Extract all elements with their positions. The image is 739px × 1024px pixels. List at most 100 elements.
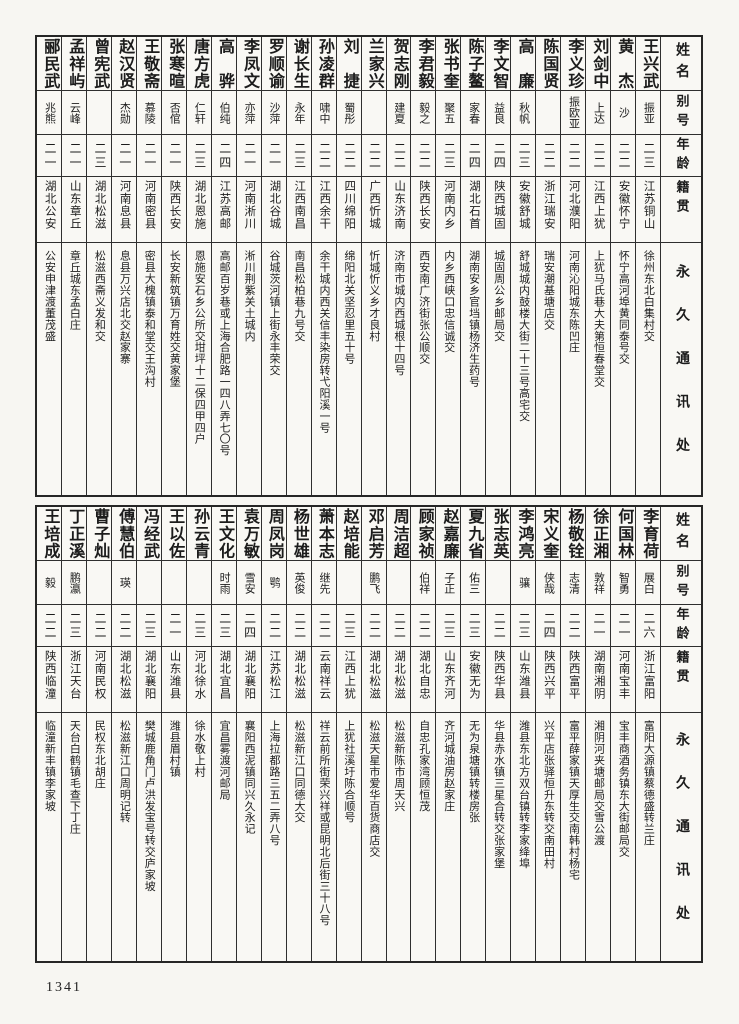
entry-address-cell: 富阳大源镇蔡德盛转兰庄 [636,713,660,961]
header-native-cell: 籍贯 [661,647,701,713]
entry-address: 天台白鹤镇毛查下丁庄 [68,720,81,835]
entry-address: 恩施安石乡公所交坩坪十二保四甲四户 [193,250,206,445]
entry-alias-cell [87,91,112,135]
entry-alias: 侠哉 [542,571,555,594]
entry-name: 李育荷 [640,507,658,560]
entry-column: 赵汉贤 杰勋 二一 河南息县 息县万兴店北交赵家寨 [111,37,136,495]
entry-address-cell: 河南沁阳城东陈凹庄 [561,243,585,495]
entry-name-cell: 李凤文 [236,37,261,91]
entry-age: 二一 [68,141,82,170]
entry-column: 杨世雄 英俊 二二 湖北松滋 松滋新江口同德大交 [285,507,311,961]
entry-name-cell: 邓启芳 [361,507,386,561]
entry-name-cell: 张寒暄 [161,37,186,91]
entry-name: 李君毅 [415,37,433,90]
entry-age: 二三 [517,141,532,170]
entry-alias: 伯祥 [417,571,430,594]
entry-age-cell: 二二 [311,605,336,647]
entry-age-cell: 二三 [286,135,311,177]
entry-alias: 振亚 [642,101,655,124]
entry-column: 张书奎 聚五 二三 河南内乡 内乡西峡口忠信诚交 [435,37,461,495]
entry-name: 唐方虎 [191,37,209,90]
entry-address: 民权东北胡庄 [93,720,106,789]
entry-age-cell: 二二 [286,605,311,647]
entry-address: 忻城忻义乡才良村 [367,250,380,342]
entry-name: 周洁超 [390,507,408,560]
entry-age: 二三 [641,141,656,170]
entry-native-cell: 陕西城固 [486,177,511,243]
entry-alias-cell: 雪安 [236,561,261,605]
entry-address: 宜昌雾渡河邮局 [218,720,231,801]
entry-native-place: 湖北襄阳 [243,650,256,700]
entry-name-cell: 杨敬铨 [561,507,586,561]
entry-name: 李文智 [490,37,508,90]
entry-address: 襄阳西泥镇同兴久永记 [243,720,256,835]
entry-name: 高 廉 [515,37,533,90]
entry-age: 二二 [392,611,407,640]
header-name-cell: 姓名 [661,37,701,91]
entry-address-cell: 西安南广济街张公顺交 [411,243,435,495]
entry-alias: 展白 [642,571,655,594]
registry-table-top: 姓名 别号 年龄 籍贯 永久通讯处 王兴武 振亚 二三 江苏铜山 徐州东北白集村… [35,35,703,497]
entry-alias: 敦祥 [592,571,605,594]
entry-age-cell: 二四 [211,135,236,177]
entry-address-cell: 徐水敬上村 [187,713,211,961]
entry-native-cell: 江西上犹 [586,177,611,243]
header-age-label: 年龄 [674,606,690,645]
entry-address-cell: 宜昌雾渡河邮局 [212,713,236,961]
entry-name: 谢长生 [290,37,308,90]
entry-native-place: 河南息县 [118,180,131,230]
header-address-cell: 永久通讯处 [661,243,701,495]
entry-native-cell: 河南息县 [112,177,136,243]
entry-name: 赵汉贤 [116,37,134,90]
entry-address-cell: 潍县东北方双台镇转李家绛埠 [511,713,535,961]
entry-name-cell: 杨世雄 [286,507,311,561]
entry-age: 二二 [392,141,407,170]
entry-address-cell: 南昌松柏巷九号交 [287,243,311,495]
entry-alias-cell: 沙萍 [261,91,286,135]
entry-name-cell: 冯经武 [136,507,161,561]
entry-name: 李鸿亮 [515,507,533,560]
entry-native-place: 浙江富阳 [642,650,655,700]
entry-age: 二四 [217,141,232,170]
entry-age: 二三 [467,611,482,640]
entry-column: 王兴武 振亚 二三 江苏铜山 徐州东北白集村交 [635,37,660,495]
entry-alias-cell [336,561,361,605]
entry-age-cell: 二一 [586,605,611,647]
entry-native-place: 山东章丘 [68,180,81,230]
entry-native-place: 湖北松滋 [118,650,131,700]
entry-alias-cell: 慕陵 [136,91,161,135]
entry-alias-cell: 云峰 [62,91,87,135]
entry-age: 二二 [43,611,58,640]
entry-alias-cell: 继先 [311,561,336,605]
entry-age-cell: 二四 [536,605,561,647]
entry-native-cell: 湖北恩施 [186,177,211,243]
entry-name: 赵培能 [340,507,358,560]
entry-column: 高 骅 伯纯 二四 江苏高邮 高邮百岁巷或上海合肥路一四八弄七〇号 [210,37,236,495]
entry-age-cell: 二二 [561,135,586,177]
entry-name: 陈子鳌 [465,37,483,90]
entry-native-cell: 湖北谷城 [261,177,286,243]
entry-alias-cell: 上达 [586,91,611,135]
entry-name-cell: 王兴武 [636,37,660,91]
entry-column: 刘 捷 蜀彤 二二 四川绵阳 绵阳北关坚忍里五十号 [335,37,361,495]
entry-address-cell: 民权东北胡庄 [87,713,111,961]
entry-address: 宝丰商酒务镇东大街邮局交 [617,720,630,858]
entry-native-place: 河南民权 [93,650,106,700]
entry-age-cell: 二二 [586,135,611,177]
entry-age: 二一 [267,141,282,170]
entry-name-cell: 赵汉贤 [112,37,136,91]
entry-address: 内乡西峡口忠信诚交 [442,250,455,353]
entry-age-cell: 二三 [136,605,161,647]
entry-age: 二四 [467,141,482,170]
entry-name-cell: 高 骅 [211,37,236,91]
entry-address: 公安申津渡董茂盛 [43,250,56,342]
entry-address: 上犹社溪圩陈合顺号 [342,720,355,823]
entry-column: 李鸿亮 骧 二三 山东潍县 潍县东北方双台镇转李家绛埠 [510,507,536,961]
entry-address-cell: 华县赤水镇三星合转交张家堡 [486,713,510,961]
entry-address-cell: 城固周公乡邮局交 [486,243,510,495]
entry-alias-cell: 智勇 [611,561,636,605]
entry-column: 刘剑中 上达 二二 江西上犹 上犹马氏巷大夫第恒春堂交 [585,37,611,495]
entry-address: 绵阳北关坚忍里五十号 [342,250,355,365]
entry-column: 邓启芳 鹏飞 二二 湖北松滋 松滋天星市爱华百货商店交 [360,507,386,961]
